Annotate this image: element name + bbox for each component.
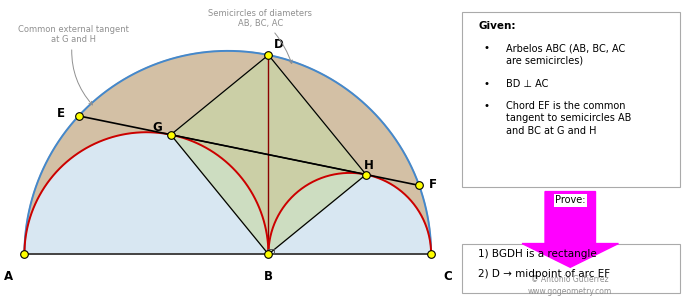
FancyBboxPatch shape bbox=[462, 12, 680, 187]
Polygon shape bbox=[171, 55, 366, 254]
Text: D: D bbox=[274, 38, 284, 51]
Text: Prove:: Prove: bbox=[555, 195, 586, 206]
Text: E: E bbox=[56, 107, 64, 120]
Text: G: G bbox=[153, 121, 162, 134]
FancyArrow shape bbox=[522, 192, 619, 267]
Text: BD ⊥ AC: BD ⊥ AC bbox=[506, 79, 549, 89]
Polygon shape bbox=[25, 51, 431, 254]
Text: C: C bbox=[443, 270, 452, 283]
Text: Common external tangent
at G and H: Common external tangent at G and H bbox=[18, 25, 129, 105]
Text: Arbelos ABC (AB, BC, AC
are semicircles): Arbelos ABC (AB, BC, AC are semicircles) bbox=[506, 43, 625, 66]
Text: •: • bbox=[483, 43, 489, 53]
Text: A: A bbox=[3, 270, 13, 283]
Text: Given:: Given: bbox=[478, 21, 516, 31]
Text: 2) D → midpoint of arc EF: 2) D → midpoint of arc EF bbox=[478, 269, 610, 279]
Text: F: F bbox=[429, 178, 437, 191]
Text: B: B bbox=[264, 270, 273, 283]
Text: © Antonio Gutierrez
www.gogeometry.com: © Antonio Gutierrez www.gogeometry.com bbox=[528, 275, 612, 296]
FancyBboxPatch shape bbox=[462, 244, 680, 293]
Polygon shape bbox=[25, 51, 431, 254]
Text: 1) BGDH is a rectangle: 1) BGDH is a rectangle bbox=[478, 249, 597, 259]
Text: •: • bbox=[483, 79, 489, 89]
Text: H: H bbox=[364, 159, 374, 172]
Text: Chord EF is the common
tangent to semicircles AB
and BC at G and H: Chord EF is the common tangent to semici… bbox=[506, 101, 632, 136]
Text: •: • bbox=[483, 101, 489, 111]
Text: Semicircles of diameters
AB, BC, AC: Semicircles of diameters AB, BC, AC bbox=[208, 9, 312, 64]
